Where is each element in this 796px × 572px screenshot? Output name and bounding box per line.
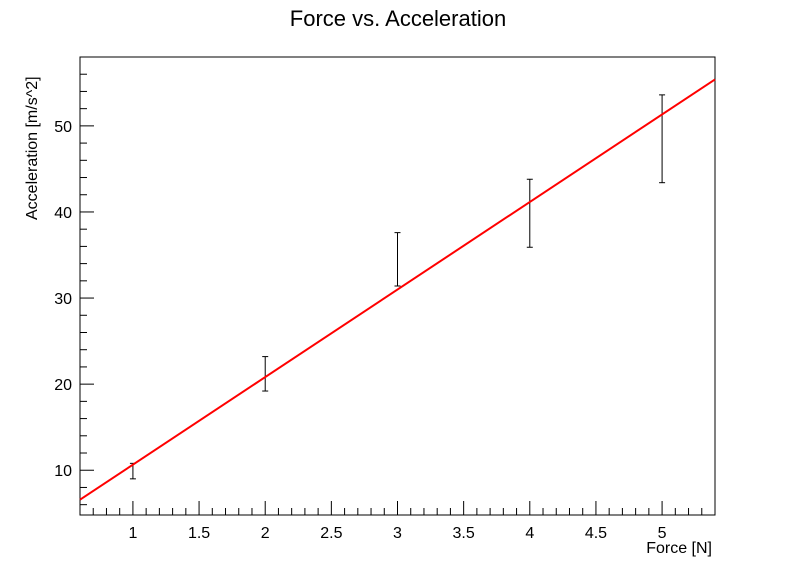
- x-tick-label: 4.5: [585, 525, 607, 542]
- fit-line: [79, 78, 716, 501]
- x-tick-label: 1: [128, 525, 137, 542]
- y-tick-label: 50: [54, 119, 72, 136]
- x-tick-label: 2: [261, 525, 270, 542]
- y-tick-label: 10: [54, 463, 72, 480]
- x-tick-label: 3: [393, 525, 402, 542]
- x-tick-label: 4: [525, 525, 534, 542]
- y-tick-label: 40: [54, 205, 72, 222]
- y-tick-label: 20: [54, 377, 72, 394]
- chart-title: Force vs. Acceleration: [289, 6, 507, 31]
- x-tick-label: 3.5: [453, 525, 475, 542]
- y-axis-label: Acceleration [m/s^2]: [24, 76, 41, 220]
- x-tick-label: 1.5: [188, 525, 210, 542]
- x-axis-label: Force [N]: [646, 540, 712, 557]
- x-tick-label: 5: [658, 525, 667, 542]
- y-tick-label: 30: [54, 291, 72, 308]
- x-tick-label: 2.5: [320, 525, 342, 542]
